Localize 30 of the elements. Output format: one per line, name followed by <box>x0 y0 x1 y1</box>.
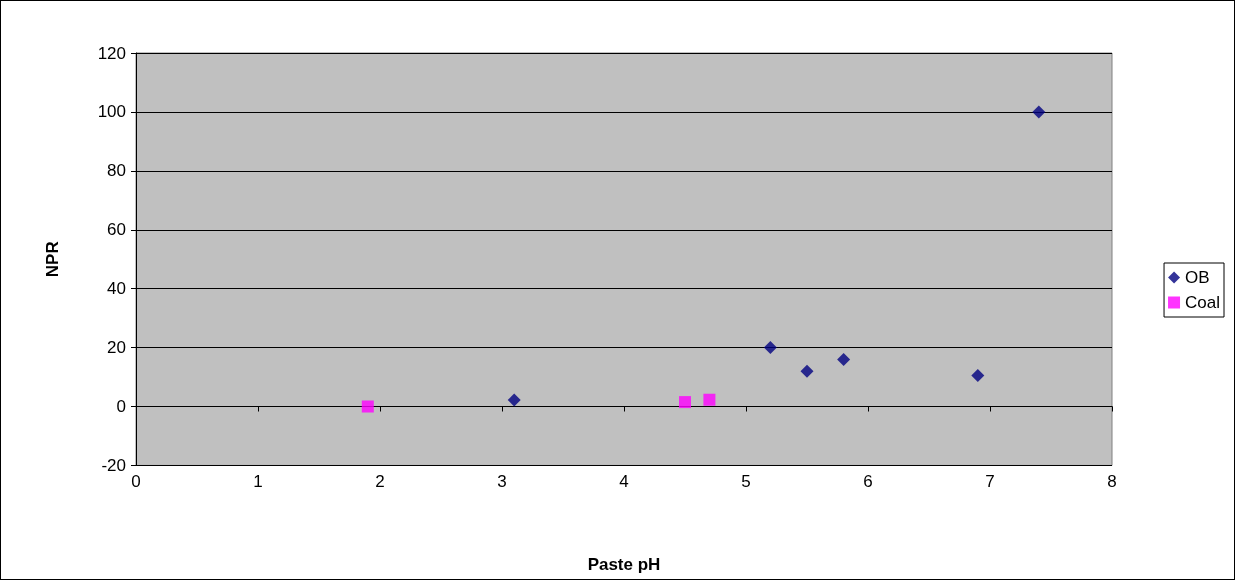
y-tick-label: -20 <box>101 455 126 475</box>
legend-label: OB <box>1185 268 1210 287</box>
point <box>507 393 521 407</box>
point <box>971 369 985 383</box>
x-tick-label: 4 <box>619 472 629 492</box>
point <box>679 396 691 409</box>
x-axis-title: Paste pH <box>587 554 661 574</box>
x-tick-label: 6 <box>863 472 873 492</box>
y-tick-label: 40 <box>107 279 126 299</box>
x-tick-label: 8 <box>1107 472 1117 492</box>
point <box>837 352 851 366</box>
point <box>361 400 374 413</box>
point <box>800 364 814 378</box>
x-tick-label: 1 <box>253 472 263 492</box>
y-tick-label: 0 <box>116 397 126 417</box>
x-tick-label: 2 <box>375 472 385 492</box>
point <box>1032 105 1046 119</box>
y-tick-label: 100 <box>97 102 126 122</box>
x-tick-label: 7 <box>985 472 995 492</box>
y-tick-label: 120 <box>97 43 126 63</box>
legend-label: Coal <box>1185 293 1221 312</box>
point <box>703 393 716 406</box>
x-tick-label: 0 <box>131 472 141 492</box>
point <box>763 341 777 355</box>
y-axis-title: NPR <box>43 241 62 278</box>
x-tick-label: 5 <box>741 472 751 492</box>
y-tick-label: 20 <box>107 338 126 358</box>
y-tick-label: 80 <box>107 161 126 181</box>
x-tick-label: 3 <box>497 472 507 492</box>
y-tick-label: 60 <box>107 220 126 240</box>
